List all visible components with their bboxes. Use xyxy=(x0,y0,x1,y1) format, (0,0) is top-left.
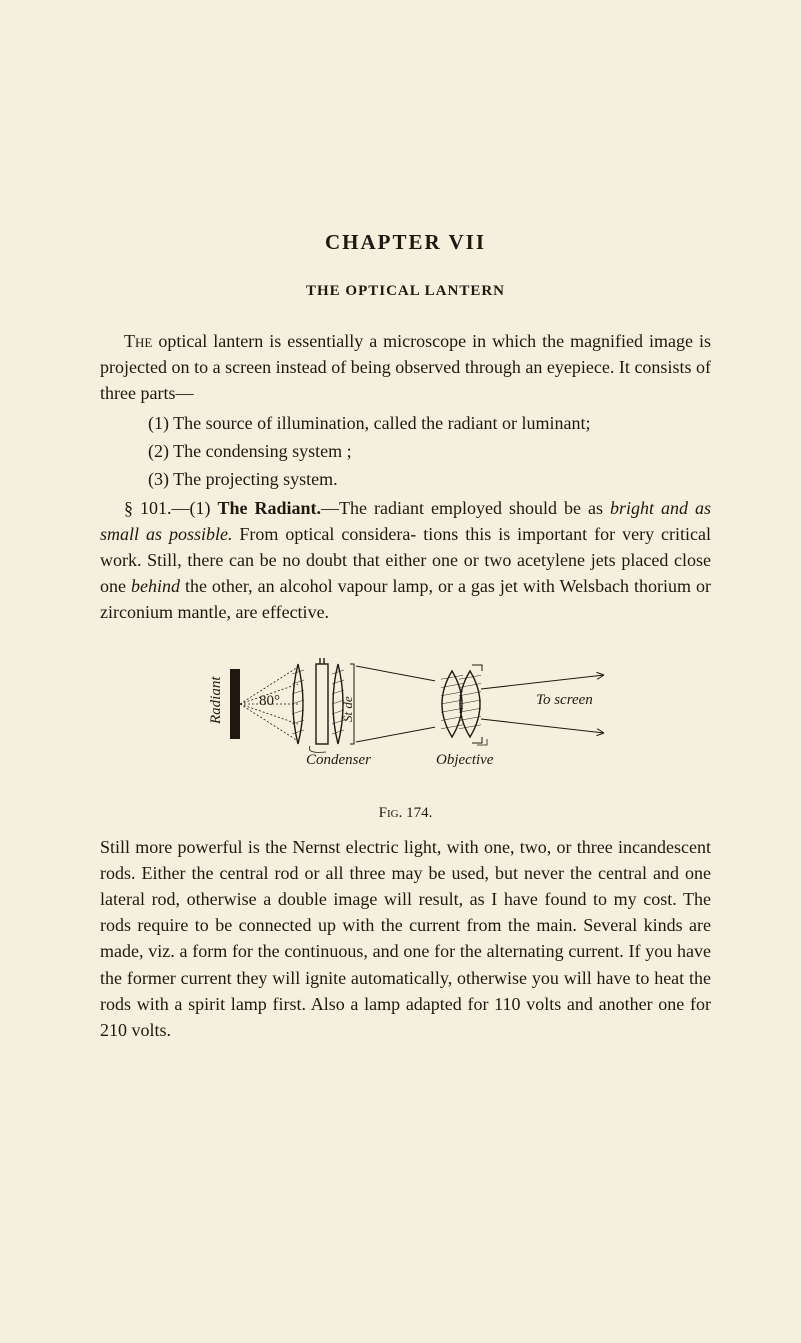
para-2-d: the other, an alcohol vapour lamp, or a … xyxy=(100,576,711,622)
svg-text:Objective: Objective xyxy=(436,752,494,768)
svg-text:St de: St de xyxy=(340,696,355,722)
chapter-title: CHAPTER VII xyxy=(100,230,711,255)
list-item-1: (1) The source of illumination, called t… xyxy=(100,410,711,436)
para-2-a: § 101.—(1) xyxy=(124,498,218,518)
para-1-rest: optical lantern is essentially a microsc… xyxy=(100,331,711,403)
para-2: § 101.—(1) The Radiant.—The radiant empl… xyxy=(100,495,711,625)
para-3: Still more powerful is the Nernst electr… xyxy=(100,834,711,1043)
svg-text:Radiant: Radiant xyxy=(208,676,224,725)
para-2-bold: The Radiant. xyxy=(218,498,322,518)
para-1-lead: The xyxy=(124,331,152,351)
figure-caption: Fig. 174. xyxy=(186,805,626,822)
svg-text:80°: 80° xyxy=(259,693,280,709)
figure-174: Radiant 80° St de Condenser To screen Objecti… xyxy=(186,649,626,822)
list-item-2: (2) The condensing system ; xyxy=(100,438,711,464)
svg-text:To screen: To screen xyxy=(536,692,593,708)
para-2-b: —The radiant employed should be as xyxy=(321,498,610,518)
svg-text:Condenser: Condenser xyxy=(306,752,371,768)
list-item-3: (3) The projecting system. xyxy=(100,466,711,492)
section-title: THE OPTICAL LANTERN xyxy=(100,283,711,300)
figure-svg: Radiant 80° St de Condenser To screen Objecti… xyxy=(186,649,626,799)
para-1: The optical lantern is essentially a mic… xyxy=(100,328,711,406)
para-2-i2: behind xyxy=(131,576,180,596)
